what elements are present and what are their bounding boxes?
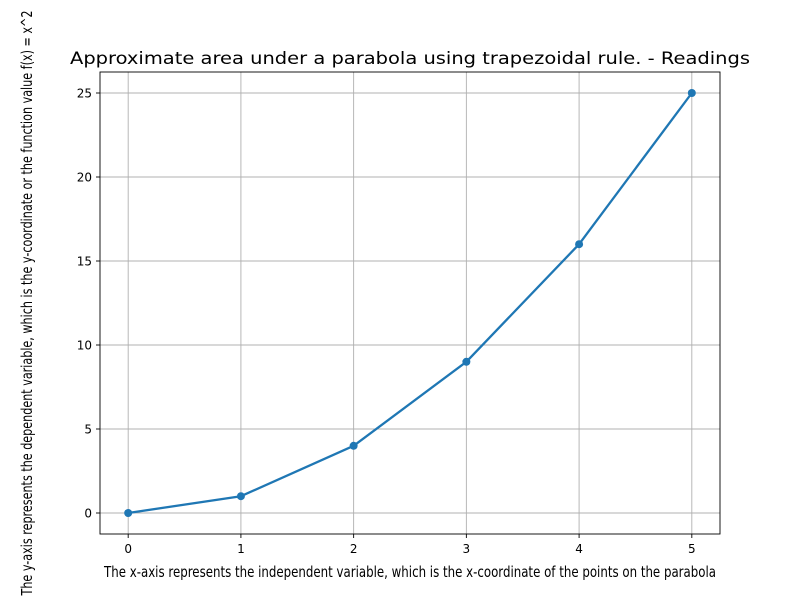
data-point	[349, 441, 358, 450]
y-tick-label: 0	[84, 507, 92, 521]
series-line	[127, 91, 693, 515]
x-tick-label: 2	[350, 542, 358, 556]
data-point	[687, 89, 696, 97]
series-layer	[124, 89, 696, 517]
x-tick-label: 5	[688, 542, 696, 556]
data-point	[124, 509, 133, 517]
y-tick-label: 15	[77, 255, 92, 269]
axis-ticks: 0 1 2 3 4 5 0 5 10 15 20 25	[77, 87, 696, 557]
y-tick-label: 20	[77, 171, 92, 185]
x-tick-label: 4	[575, 542, 583, 556]
axes-frame	[99, 71, 721, 535]
data-point	[575, 240, 584, 249]
x-tick-label: 1	[237, 542, 245, 556]
chart-title: Approximate area under a parabola using …	[70, 49, 750, 69]
y-tick-label: 10	[77, 339, 92, 353]
y-tick-label: 5	[84, 423, 92, 437]
gridlines	[100, 72, 720, 534]
x-axis-label: The x-axis represents the independent va…	[103, 563, 716, 581]
y-axis-label: The y-axis represents the dependent vari…	[18, 10, 36, 596]
plot-area	[100, 72, 720, 534]
x-tick-label: 0	[124, 542, 132, 556]
y-tick-label: 25	[77, 87, 92, 101]
x-tick-label: 3	[463, 542, 471, 556]
data-point	[236, 492, 245, 501]
data-point	[462, 357, 471, 366]
